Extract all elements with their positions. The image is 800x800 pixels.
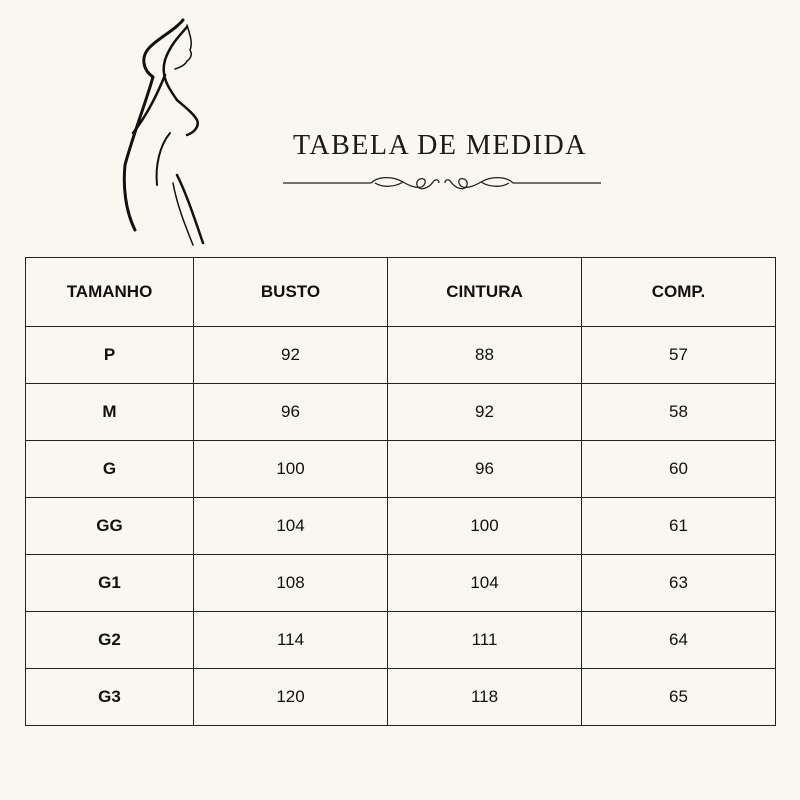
flourish-divider-icon <box>283 176 601 190</box>
cell-busto: 120 <box>193 668 388 726</box>
cell-busto: 96 <box>193 383 388 441</box>
cell-cintura: 92 <box>387 383 582 441</box>
table-row: G 100 96 60 <box>25 440 776 498</box>
table-row: M 96 92 58 <box>25 383 776 441</box>
cell-comp: 61 <box>581 497 776 555</box>
cell-comp: 57 <box>581 326 776 384</box>
cell-size: G <box>25 440 194 498</box>
cell-cintura: 104 <box>387 554 582 612</box>
cell-comp: 65 <box>581 668 776 726</box>
page-title: TABELA DE MEDIDA <box>293 130 587 161</box>
table-row: P 92 88 57 <box>25 326 776 384</box>
cell-busto: 100 <box>193 440 388 498</box>
cell-comp: 64 <box>581 611 776 669</box>
cell-busto: 104 <box>193 497 388 555</box>
header-comp: COMP. <box>581 257 776 327</box>
table-row: GG 104 100 61 <box>25 497 776 555</box>
cell-size: G1 <box>25 554 194 612</box>
cell-busto: 108 <box>193 554 388 612</box>
cell-busto: 114 <box>193 611 388 669</box>
cell-comp: 58 <box>581 383 776 441</box>
cell-size: P <box>25 326 194 384</box>
cell-size: GG <box>25 497 194 555</box>
cell-cintura: 96 <box>387 440 582 498</box>
cell-busto: 92 <box>193 326 388 384</box>
table-row: G1 108 104 63 <box>25 554 776 612</box>
cell-size: G3 <box>25 668 194 726</box>
header-cintura: CINTURA <box>387 257 582 327</box>
header-busto: BUSTO <box>193 257 388 327</box>
size-chart-table: TAMANHO BUSTO CINTURA COMP. P 92 88 57 M 96 92… <box>25 257 776 726</box>
woman-silhouette-icon <box>122 18 205 246</box>
cell-size: M <box>25 383 194 441</box>
cell-cintura: 111 <box>387 611 582 669</box>
table-row: G2 114 111 64 <box>25 611 776 669</box>
cell-size: G2 <box>25 611 194 669</box>
cell-cintura: 100 <box>387 497 582 555</box>
cell-comp: 63 <box>581 554 776 612</box>
header-tamanho: TAMANHO <box>25 257 194 327</box>
cell-comp: 60 <box>581 440 776 498</box>
table-header-row: TAMANHO BUSTO CINTURA COMP. <box>25 257 776 327</box>
table-row: G3 120 118 65 <box>25 668 776 726</box>
cell-cintura: 118 <box>387 668 582 726</box>
cell-cintura: 88 <box>387 326 582 384</box>
